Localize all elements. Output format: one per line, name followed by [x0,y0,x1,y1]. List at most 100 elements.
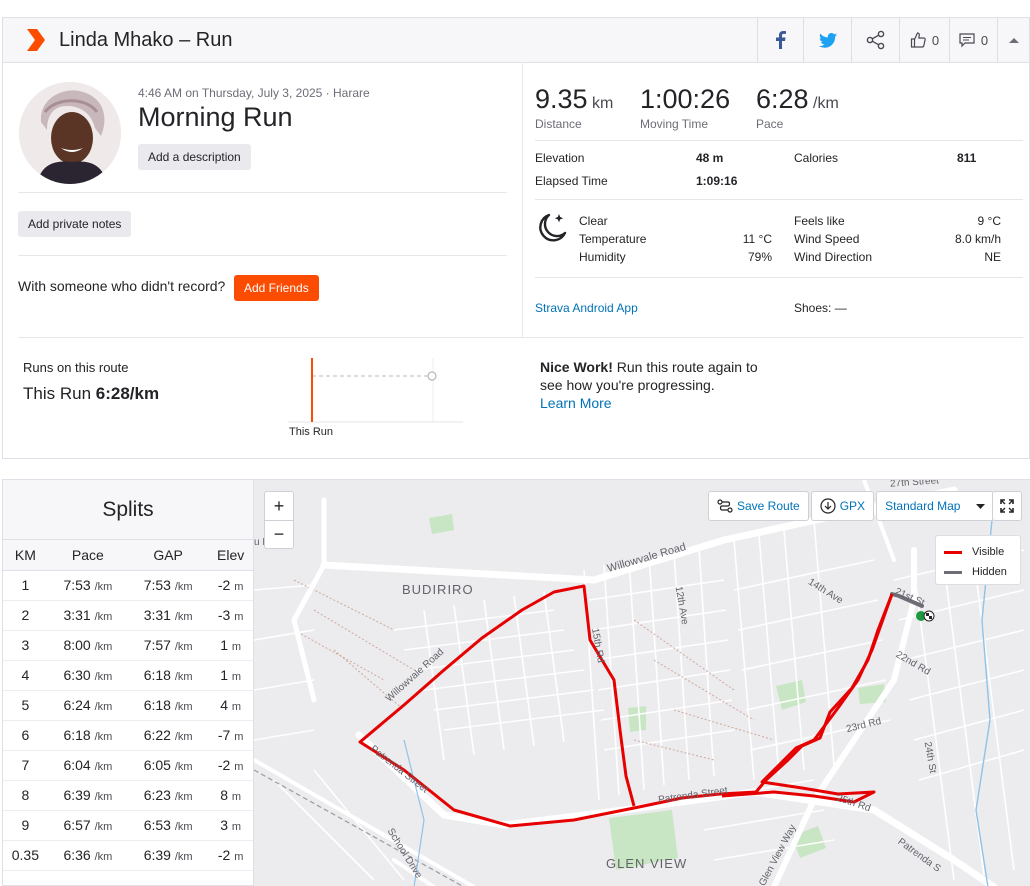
split-pace: 6:57 /km [47,810,128,841]
route-title: Runs on this route [23,360,129,375]
split-gap-unit: /km [174,641,193,653]
facebook-icon [776,31,786,49]
distance-label: Distance [535,117,582,131]
splits-header-row: KM Pace GAP Elev [3,540,253,571]
legend-swatch-visible [944,550,962,554]
split-row[interactable]: 0.35 6:36 /km 6:39 /km -2 m [3,840,253,871]
zoom-in-button[interactable]: + [273,495,285,516]
split-elev-value: 3 [220,817,228,833]
split-gap: 6:53 /km [128,810,209,841]
finish-marker [923,610,935,622]
split-elev-unit: m [231,671,242,683]
comment-icon [959,33,975,48]
humidity-value: 79% [747,250,772,264]
split-km: 1 [3,570,48,601]
split-pace: 7:53 /km [47,570,128,601]
add-description-button[interactable]: Add a description [138,144,251,170]
collapse-button[interactable] [997,18,1029,62]
split-pace: 3:31 /km [47,600,128,631]
split-gap-value: 7:57 [143,637,171,653]
moving-time-value: 1:00:26 [640,84,731,114]
split-row[interactable]: 3 8:00 /km 7:57 /km 1 m [3,630,253,661]
split-elev: 1 m [208,630,253,661]
split-pace-value: 6:39 [63,787,91,803]
add-private-notes-button[interactable]: Add private notes [18,211,132,237]
pace-stat: 6:28 /km Pace [756,84,839,131]
athlete-avatar[interactable] [19,82,121,184]
split-row[interactable]: 8 6:39 /km 6:23 /km 8 m [3,780,253,811]
split-elev: -2 m [208,840,253,871]
split-row[interactable]: 7 6:04 /km 6:05 /km -2 m [3,750,253,781]
moving-time-label: Moving Time [640,117,709,131]
split-km: 0.35 [3,840,48,871]
map-legend: Visible Hidden [935,535,1021,585]
split-pace-value: 6:24 [63,697,91,713]
map-style-select[interactable]: Standard Map [876,491,995,521]
map-style-value: Standard Map [885,499,961,513]
thumbs-up-icon [910,32,926,48]
route-tip-bold: Nice Work! [540,359,613,375]
split-pace-value: 6:36 [63,847,91,863]
split-elev-unit: m [234,851,244,863]
zoom-out-button[interactable]: − [265,520,293,548]
split-pace-unit: /km [94,581,113,593]
split-row[interactable]: 9 6:57 /km 6:53 /km 3 m [3,810,253,841]
split-gap-unit: /km [174,851,193,863]
split-km: 6 [3,720,48,751]
clear-night-icon [539,213,567,242]
split-row[interactable]: 6 6:18 /km 6:22 /km -7 m [3,720,253,751]
split-row[interactable]: 5 6:24 /km 6:18 /km 4 m [3,690,253,721]
twitter-icon [818,32,837,48]
split-pace-unit: /km [94,641,113,653]
wind-speed-value: 8.0 km/h [954,232,1001,246]
kudos-button[interactable]: 0 [899,18,949,62]
split-gap: 6:18 /km [128,660,209,691]
wind-direction-value: NE [984,250,1001,264]
split-gap-value: 6:18 [143,697,171,713]
split-pace-unit: /km [94,791,113,803]
device-link[interactable]: Strava Android App [535,301,638,315]
split-pace: 6:36 /km [47,840,128,871]
split-gap: 6:23 /km [128,780,209,811]
route-map[interactable]: BUDIRIRO GLEN VIEW Willowvale Road Willo… [254,479,1030,886]
park-area [429,514,454,534]
fullscreen-button[interactable] [992,491,1022,521]
split-pace-value: 7:53 [63,577,91,593]
add-friends-button[interactable]: Add Friends [234,275,319,301]
calories-label: Calories [794,151,839,165]
divider [535,140,1023,141]
split-pace-value: 6:04 [63,757,91,773]
col-elev: Elev [208,540,253,571]
save-route-button[interactable]: Save Route [708,491,809,521]
split-row[interactable]: 2 3:31 /km 3:31 /km -3 m [3,600,253,631]
route-this-run: This Run 6:28/km [23,384,159,404]
split-elev: -7 m [208,720,253,751]
download-icon [820,498,836,514]
split-elev: -3 m [208,600,253,631]
chart-point[interactable] [427,371,437,381]
split-gap-unit: /km [174,731,193,743]
split-pace: 6:30 /km [47,660,128,691]
kudos-count: 0 [931,32,940,48]
footpaths [293,579,775,761]
share-button[interactable] [851,18,899,62]
learn-more-link[interactable]: Learn More [540,395,612,411]
legend-swatch-hidden [944,570,962,574]
divider [18,192,507,193]
distance-stat: 9.35 km Distance [535,84,613,131]
twitter-share-button[interactable] [803,18,851,62]
caret-up-icon [1008,37,1019,43]
activity-meta: 4:46 AM on Thursday, July 3, 2025 · Hara… [138,86,370,100]
route-this-run-pace: 6:28/km [95,384,160,403]
split-row[interactable]: 1 7:53 /km 7:53 /km -2 m [3,570,253,601]
temperature-label: Temperature [579,232,647,246]
split-km: 3 [3,630,48,661]
gpx-download-button[interactable]: GPX [810,491,875,521]
comments-button[interactable]: 0 [949,18,997,62]
facebook-share-button[interactable] [757,18,803,62]
split-pace-value: 3:31 [63,607,91,623]
distance-unit: km [592,95,614,112]
split-row[interactable]: 4 6:30 /km 6:18 /km 1 m [3,660,253,691]
split-elev: -2 m [208,750,253,781]
activity-header: Linda Mhako – Run 0 0 [2,17,1030,63]
